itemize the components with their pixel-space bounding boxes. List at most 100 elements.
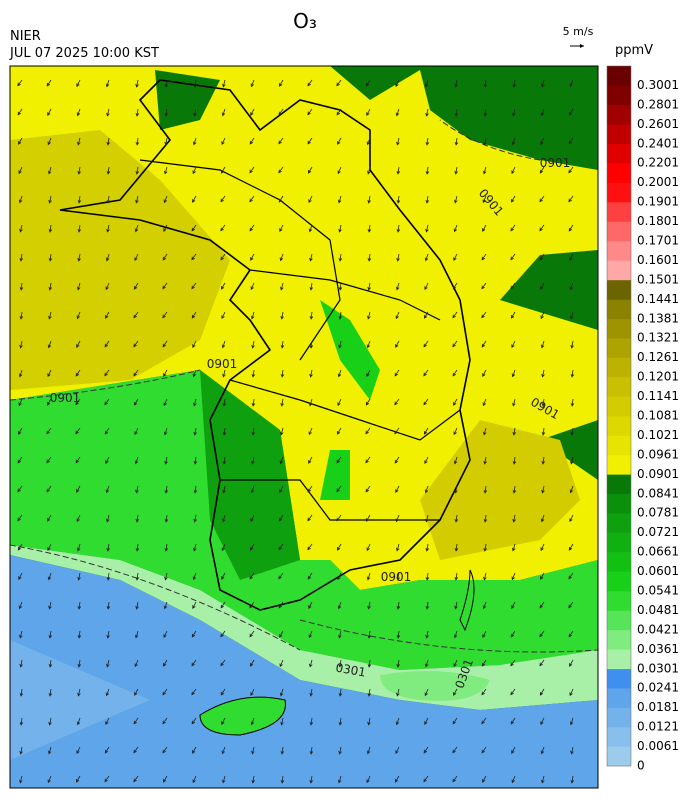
wind-arrow xyxy=(249,137,255,145)
wind-arrow xyxy=(221,311,226,320)
wind-arrow xyxy=(250,688,255,697)
wind-arrow xyxy=(279,79,284,87)
wind-arrow xyxy=(539,166,545,174)
vector-scale: 5 m/s xyxy=(563,25,594,38)
wind-arrow xyxy=(106,514,110,523)
wind-arrow xyxy=(77,572,81,581)
wind-arrow xyxy=(483,137,487,146)
wind-arrow xyxy=(454,195,458,204)
wind-arrow xyxy=(569,253,574,261)
colorbar-segment xyxy=(607,668,631,689)
vector-scale-arrowhead xyxy=(580,44,584,48)
colorbar-label: 0.0661 xyxy=(637,545,679,559)
wind-arrow xyxy=(192,572,197,581)
wind-arrow xyxy=(278,166,284,174)
wind-arrow xyxy=(192,601,197,609)
wind-arrow xyxy=(454,166,458,175)
wind-arrow xyxy=(191,688,197,696)
wind-arrow xyxy=(510,224,516,232)
wind-arrow xyxy=(307,543,313,551)
wind-arrow xyxy=(250,108,255,116)
colorbar-segment xyxy=(607,202,631,222)
wind-arrow xyxy=(162,340,168,348)
colorbar-segment xyxy=(607,396,631,417)
wind-arrow xyxy=(17,485,23,493)
wind-arrow xyxy=(18,398,23,407)
wind-arrow xyxy=(280,282,284,291)
wind-arrow xyxy=(162,253,168,261)
wind-arrow xyxy=(481,746,487,754)
colorbar-segment xyxy=(607,221,631,242)
wind-arrow xyxy=(222,369,226,378)
wind-arrow xyxy=(191,282,197,290)
wind-arrow xyxy=(541,775,545,784)
wind-arrow xyxy=(366,137,371,146)
colorbar-segment xyxy=(607,493,631,514)
wind-arrow xyxy=(251,340,255,349)
wind-arrow xyxy=(309,311,314,320)
wind-arrow xyxy=(540,282,545,290)
colorbar-label: 0.3001 xyxy=(637,78,679,92)
wind-arrow xyxy=(308,195,313,204)
wind-arrow xyxy=(193,543,197,552)
wind-arrow xyxy=(193,108,197,117)
wind-arrow xyxy=(570,746,574,755)
wind-arrow xyxy=(309,398,313,407)
colorbar-label: 0.1381 xyxy=(637,311,679,325)
wind-arrow xyxy=(570,427,575,436)
wind-arrow xyxy=(511,340,516,349)
wind-arrow xyxy=(48,688,53,697)
wind-arrow xyxy=(337,601,342,610)
wind-arrow xyxy=(539,688,545,696)
wind-arrow xyxy=(308,427,313,436)
wind-arrow xyxy=(452,311,458,319)
wind-arrow xyxy=(539,224,545,232)
wind-arrow xyxy=(222,398,227,407)
wind-arrow xyxy=(510,282,516,290)
wind-arrow xyxy=(106,108,110,117)
wind-arrow xyxy=(425,601,430,610)
colorbar-label: 0.1261 xyxy=(637,350,679,364)
wind-arrow xyxy=(338,717,343,726)
colorbar-segment xyxy=(607,241,631,261)
wind-arrow xyxy=(569,485,574,494)
wind-arrow xyxy=(454,601,458,610)
wind-arrow xyxy=(47,340,52,349)
wind-arrow xyxy=(48,659,53,668)
wind-arrow xyxy=(220,688,226,696)
wind-arrow xyxy=(511,601,516,609)
wind-arrow xyxy=(135,601,139,610)
wind-arrow xyxy=(75,456,81,464)
colorbar-label: 0.0421 xyxy=(637,622,679,636)
island-jeju xyxy=(199,696,286,736)
wind-arrow xyxy=(280,427,284,436)
wind-arrow xyxy=(279,485,284,493)
wind-arrow xyxy=(540,746,545,755)
wind-arrow xyxy=(163,630,168,639)
wind-arrow xyxy=(338,224,342,233)
wind-arrow xyxy=(511,775,516,784)
wind-arrow xyxy=(133,311,139,319)
wind-arrow xyxy=(222,79,226,88)
wind-arrow xyxy=(366,775,371,784)
wind-arrow xyxy=(164,543,169,552)
wind-arrow xyxy=(18,195,23,204)
wind-arrow xyxy=(76,485,81,493)
colorbar-segment xyxy=(607,727,631,747)
wind-arrow xyxy=(135,543,140,552)
wind-arrow xyxy=(279,253,284,262)
colorbar-segment xyxy=(607,357,631,378)
wind-arrow xyxy=(425,572,430,581)
colorbar-label: 0.2601 xyxy=(637,117,679,131)
wind-arrow xyxy=(336,485,342,493)
wind-arrow xyxy=(568,195,574,203)
wind-arrow xyxy=(367,282,371,291)
wind-arrow xyxy=(278,572,284,580)
contour-label: 0901 xyxy=(381,570,412,584)
wind-arrow xyxy=(512,543,516,552)
wind-arrow xyxy=(162,688,168,696)
wind-arrow xyxy=(336,543,342,551)
wind-arrow xyxy=(425,630,429,639)
wind-arrow xyxy=(483,108,488,117)
